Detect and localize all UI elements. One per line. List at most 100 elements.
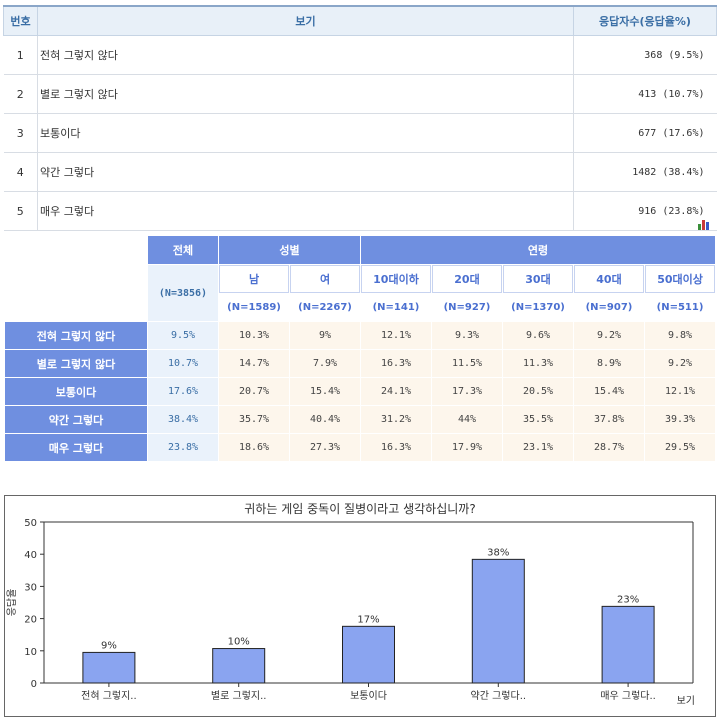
crosstab-cell: 9% — [290, 322, 360, 349]
crosstab-cell: 17.3% — [432, 378, 502, 405]
crosstab-row: 매우 그렇다 23.8% 18.6% 27.3% 16.3% 17.9% 23.1% 28.7… — [5, 434, 716, 461]
crosstab-cell: 14.7% — [219, 350, 289, 377]
crosstab-cell: 12.1% — [645, 378, 716, 405]
crosstab-corner — [5, 236, 147, 321]
header-no: 번호 — [3, 5, 38, 36]
crosstab-row-label: 매우 그렇다 — [5, 434, 147, 461]
crosstab-cell: 9.2% — [574, 322, 644, 349]
x-axis-label: 보기 — [677, 695, 695, 707]
crosstab-row-label: 전혀 그렇지 않다 — [5, 322, 147, 349]
group-label: 30대 — [503, 265, 573, 293]
crosstab-cell: 40.4% — [290, 406, 360, 433]
crosstab-cell: 35.7% — [219, 406, 289, 433]
crosstab-row-label: 약간 그렇다 — [5, 406, 147, 433]
crosstab-cell: 10.3% — [219, 322, 289, 349]
crosstab-cell: 11.3% — [503, 350, 573, 377]
crosstab-row: 보통이다 17.6% 20.7% 15.4% 24.1% 17.3% 20.5% 15.4% 1… — [5, 378, 716, 405]
bar-chart: 귀하는 게임 중독이 질병이라고 생각하십니까? 0 10 20 30 40 50 응답율 보기… — [4, 495, 716, 717]
group-label: 여 — [290, 265, 360, 293]
crosstab-cell: 20.7% — [219, 378, 289, 405]
summary-no: 5 — [3, 191, 38, 231]
y-axis-label: 응답율 — [6, 589, 18, 617]
crosstab-cell: 12.1% — [361, 322, 431, 349]
x-tick-label: 전혀 그렇지.. — [81, 689, 137, 702]
crosstab-cell: 9.2% — [645, 350, 716, 377]
bar-data-label: 23% — [617, 594, 639, 605]
header-total-n: (N=3856) — [148, 265, 218, 321]
summary-option: 별로 그렇지 않다 — [37, 74, 574, 114]
group-n: (N=927) — [432, 294, 502, 321]
crosstab-total-cell: 17.6% — [148, 378, 218, 405]
y-tick-label: 40 — [24, 550, 37, 561]
crosstab-total-cell: 23.8% — [148, 434, 218, 461]
y-tick-label: 0 — [31, 679, 37, 690]
summary-no: 4 — [3, 152, 38, 192]
crosstab-cell: 20.5% — [503, 378, 573, 405]
summary-table: 번호 보기 응답자수(응답율%) 1 전혀 그렇지 않다 368 (9.5%) 2 별로… — [3, 5, 717, 231]
chart-title: 귀하는 게임 중독이 질병이라고 생각하십니까? — [244, 502, 475, 516]
crosstab-cell: 9.3% — [432, 322, 502, 349]
group-label: 20대 — [432, 265, 502, 293]
group-n: (N=1370) — [503, 294, 573, 321]
crosstab-row-label: 별로 그렇지 않다 — [5, 350, 147, 377]
summary-count: 413 (10.7%) — [573, 74, 717, 114]
group-label: 남 — [219, 265, 289, 293]
group-n: (N=2267) — [290, 294, 360, 321]
crosstab-cell: 17.9% — [432, 434, 502, 461]
bar — [471, 558, 525, 684]
group-label: 40대 — [574, 265, 644, 293]
crosstab-cell: 29.5% — [645, 434, 716, 461]
crosstab-cell: 37.8% — [574, 406, 644, 433]
crosstab-cell: 16.3% — [361, 350, 431, 377]
summary-option: 전혀 그렇지 않다 — [37, 35, 574, 75]
header-age: 연령 — [361, 236, 716, 264]
group-n: (N=511) — [645, 294, 716, 321]
crosstab-cell: 8.9% — [574, 350, 644, 377]
group-n: (N=907) — [574, 294, 644, 321]
summary-row: 1 전혀 그렇지 않다 368 (9.5%) — [3, 35, 717, 75]
bar-data-label: 38% — [487, 547, 509, 558]
summary-row: 4 약간 그렇다 1482 (38.4%) — [3, 152, 717, 192]
crosstab-row: 전혀 그렇지 않다 9.5% 10.3% 9% 12.1% 9.3% 9.6% 9.2% 9.8… — [5, 322, 716, 349]
group-n: (N=141) — [361, 294, 431, 321]
header-count: 응답자수(응답율%) — [573, 5, 717, 36]
summary-option: 매우 그렇다 — [37, 191, 574, 231]
summary-no: 3 — [3, 113, 38, 153]
bar-data-label: 10% — [228, 637, 250, 648]
summary-header-row: 번호 보기 응답자수(응답율%) — [3, 5, 717, 36]
summary-row: 5 매우 그렇다 916 (23.8%) — [3, 191, 717, 231]
summary-option: 보통이다 — [37, 113, 574, 153]
y-tick-label: 10 — [24, 647, 37, 658]
crosstab-table: 전체 성별 연령 (N=3856) 남 여 10대이하 20대 30대 40대 50대이상 … — [4, 235, 717, 462]
crosstab-row-label: 보통이다 — [5, 378, 147, 405]
crosstab-cell: 11.5% — [432, 350, 502, 377]
y-tick-label: 20 — [24, 615, 37, 626]
crosstab-cell: 27.3% — [290, 434, 360, 461]
x-tick-label: 보통이다 — [350, 690, 387, 702]
summary-option: 약간 그렇다 — [37, 152, 574, 192]
crosstab-cell: 15.4% — [290, 378, 360, 405]
crosstab-cell: 39.3% — [645, 406, 716, 433]
bar-chart-icon[interactable] — [697, 218, 711, 230]
x-tick-label: 약간 그렇다.. — [471, 689, 527, 702]
crosstab-total-cell: 9.5% — [148, 322, 218, 349]
group-n: (N=1589) — [219, 294, 289, 321]
group-label: 50대이상 — [645, 265, 716, 293]
summary-count: 677 (17.6%) — [573, 113, 717, 153]
crosstab-cell: 16.3% — [361, 434, 431, 461]
crosstab-cell: 7.9% — [290, 350, 360, 377]
header-total: 전체 — [148, 236, 218, 264]
header-option: 보기 — [37, 5, 574, 36]
crosstab-total-cell: 10.7% — [148, 350, 218, 377]
summary-no: 1 — [3, 35, 38, 75]
bar — [342, 625, 395, 684]
summary-no: 2 — [3, 74, 38, 114]
crosstab-row: 별로 그렇지 않다 10.7% 14.7% 7.9% 16.3% 11.5% 11.3% 8.… — [5, 350, 716, 377]
crosstab-cell: 31.2% — [361, 406, 431, 433]
y-tick-label: 30 — [24, 582, 37, 593]
crosstab-cell: 15.4% — [574, 378, 644, 405]
bar — [212, 648, 266, 684]
header-gender: 성별 — [219, 236, 360, 264]
bar — [601, 605, 655, 684]
crosstab-total-cell: 38.4% — [148, 406, 218, 433]
